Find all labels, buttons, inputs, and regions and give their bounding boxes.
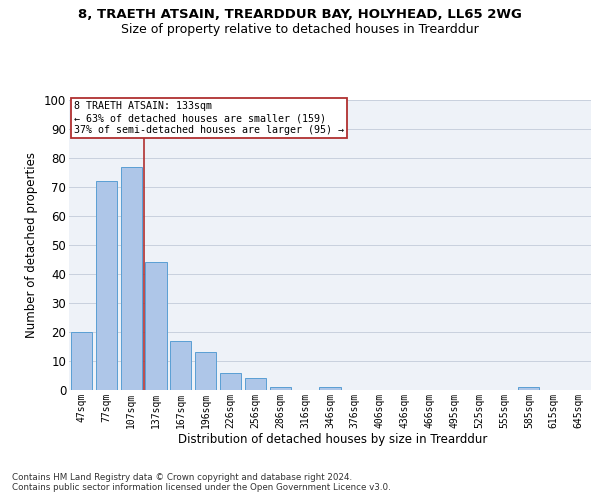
Bar bbox=[145, 262, 167, 390]
Bar bbox=[270, 387, 291, 390]
Bar bbox=[245, 378, 266, 390]
Y-axis label: Number of detached properties: Number of detached properties bbox=[25, 152, 38, 338]
Text: 8, TRAETH ATSAIN, TREARDDUR BAY, HOLYHEAD, LL65 2WG: 8, TRAETH ATSAIN, TREARDDUR BAY, HOLYHEA… bbox=[78, 8, 522, 20]
Text: 8 TRAETH ATSAIN: 133sqm
← 63% of detached houses are smaller (159)
37% of semi-d: 8 TRAETH ATSAIN: 133sqm ← 63% of detache… bbox=[74, 102, 344, 134]
Bar bbox=[220, 372, 241, 390]
Bar bbox=[319, 387, 341, 390]
Bar bbox=[518, 387, 539, 390]
Bar bbox=[195, 352, 216, 390]
Text: Contains public sector information licensed under the Open Government Licence v3: Contains public sector information licen… bbox=[12, 484, 391, 492]
Bar bbox=[96, 181, 117, 390]
Bar bbox=[170, 340, 191, 390]
Text: Contains HM Land Registry data © Crown copyright and database right 2024.: Contains HM Land Registry data © Crown c… bbox=[12, 472, 352, 482]
Bar bbox=[121, 166, 142, 390]
Text: Distribution of detached houses by size in Trearddur: Distribution of detached houses by size … bbox=[178, 432, 488, 446]
Bar bbox=[71, 332, 92, 390]
Text: Size of property relative to detached houses in Trearddur: Size of property relative to detached ho… bbox=[121, 22, 479, 36]
